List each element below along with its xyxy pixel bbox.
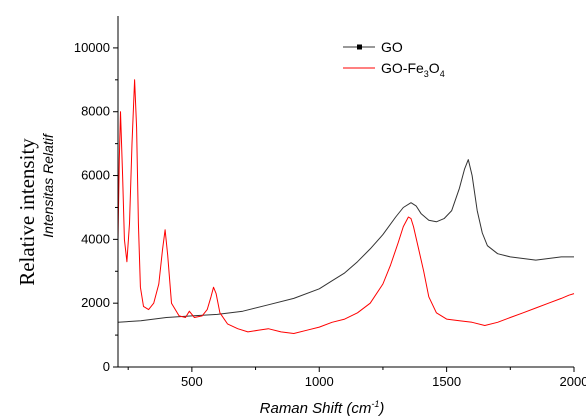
legend-label-part: GO: [381, 39, 403, 55]
legend-label-0: GO: [381, 39, 403, 55]
x-axis-label-suffix: ): [377, 400, 384, 417]
y-tick-label: 2000: [81, 295, 110, 310]
series-line-1: [117, 79, 575, 334]
y-axis-label-secondary: Intensitas Relatif: [40, 132, 56, 238]
y-axis-label: Relative intensity: [15, 138, 39, 286]
y-tick-label: 8000: [81, 104, 110, 119]
series-line-0: [117, 159, 574, 323]
legend-label-part: 4: [440, 69, 445, 79]
y-tick-label: 0: [103, 359, 110, 374]
legend: GO GO-Fe3O4: [343, 39, 445, 79]
legend-marker-0: [357, 44, 362, 50]
plot-area: [117, 79, 575, 334]
x-axis-label-text: Raman Shift (cm: [260, 400, 372, 417]
legend-label-part: 3: [424, 69, 429, 79]
x-tick-label: 1000: [305, 374, 334, 389]
y-tick-label: 10000: [74, 40, 110, 55]
x-tick-label: 1500: [432, 374, 461, 389]
y-tick-label: 4000: [81, 231, 110, 246]
axes: 0 2000 4000 6000 8000 10000 500 1000 1500 2000: [74, 16, 586, 389]
legend-label-1: GO-Fe3O4: [381, 60, 445, 79]
legend-label-part: GO-Fe: [381, 60, 424, 76]
labels: Raman Shift (cm-1) Relative intensity Inte…: [15, 132, 384, 417]
x-tick-label: 2000: [560, 374, 586, 389]
x-tick-label: 500: [181, 374, 203, 389]
x-axis-label-exp: -1: [371, 399, 379, 409]
x-axis-label: Raman Shift (cm-1): [260, 399, 385, 417]
y-tick-label: 6000: [81, 168, 110, 183]
legend-label-part: O: [429, 60, 440, 76]
